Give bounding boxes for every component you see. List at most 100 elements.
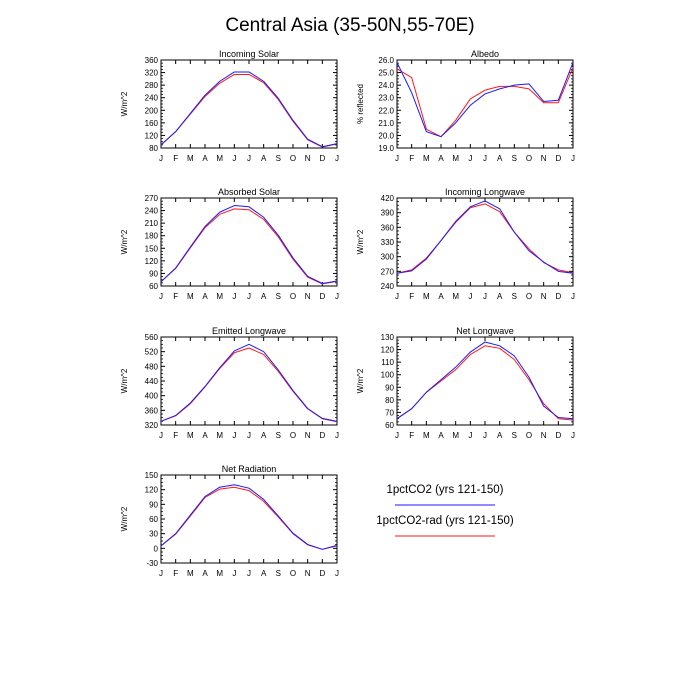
panel-incoming-solar: Incoming Solar W/m^2 80 120 160 200 240 280 320 3…: [120, 49, 339, 163]
y-tick-label: 25.0: [378, 69, 394, 78]
x-tick-label: J: [335, 569, 339, 578]
y-tick-label: 440: [145, 377, 159, 386]
y-tick-label: 270: [145, 194, 159, 203]
panel-title: Incoming Solar: [219, 49, 279, 59]
y-tick-label: 120: [381, 346, 395, 355]
y-tick-label: -30: [146, 559, 158, 568]
legend-label-1pctco2-rad: 1pctCO2-rad (yrs 121-150): [376, 515, 514, 527]
y-tick-label: 150: [145, 244, 159, 253]
y-tick-label: 420: [381, 194, 395, 203]
panel-title: Incoming Longwave: [445, 187, 525, 197]
y-tick-label: 240: [381, 282, 395, 291]
y-tick-label: 23.0: [378, 94, 394, 103]
x-tick-label: M: [216, 292, 223, 301]
panel-albedo: Albedo % reflected 19.0 20.0 21.0 22.0 23.0 24.…: [356, 49, 575, 163]
series-line-1pctco2: [160, 343, 338, 422]
series-line-1pctco2: [160, 71, 338, 148]
y-tick-label: 20.0: [378, 131, 394, 140]
x-tick-label: M: [187, 154, 194, 163]
x-tick-label: M: [216, 431, 223, 440]
x-tick-label: M: [452, 431, 459, 440]
y-axis-label: W/m^2: [356, 368, 365, 393]
series-line-1pctco2: [160, 484, 338, 550]
x-tick-label: A: [497, 154, 503, 163]
y-tick-label: 120: [145, 257, 159, 266]
x-tick-label: A: [202, 292, 208, 301]
y-tick-label: 520: [145, 348, 159, 357]
series-line-1pctco2: [396, 341, 574, 420]
x-tick-label: N: [305, 292, 311, 301]
x-tick-label: M: [423, 154, 430, 163]
x-tick-label: A: [261, 154, 267, 163]
x-tick-label: J: [232, 292, 236, 301]
series-line-1pctco2: [160, 205, 338, 284]
panel-frame: [396, 59, 574, 149]
y-tick-label: 320: [145, 69, 159, 78]
x-tick-label: F: [173, 292, 178, 301]
y-tick-label: 24.0: [378, 81, 394, 90]
y-tick-label: 330: [381, 238, 395, 247]
x-tick-label: S: [512, 292, 517, 301]
x-tick-label: J: [232, 431, 236, 440]
x-tick-label: S: [276, 292, 281, 301]
x-tick-label: A: [497, 431, 503, 440]
y-tick-label: 120: [145, 486, 159, 495]
x-tick-label: J: [395, 292, 399, 301]
y-tick-label: 100: [381, 371, 395, 380]
x-tick-label: N: [541, 154, 547, 163]
y-tick-label: 21.0: [378, 119, 394, 128]
y-tick-label: 110: [381, 358, 394, 367]
x-tick-label: J: [483, 431, 487, 440]
x-tick-label: N: [541, 292, 547, 301]
x-tick-label: F: [409, 154, 414, 163]
x-tick-label: D: [319, 431, 325, 440]
panel-title: Emitted Longwave: [212, 326, 286, 336]
panel-title: Net Radiation: [222, 464, 277, 474]
y-tick-label: 80: [149, 144, 158, 153]
x-tick-label: J: [571, 292, 575, 301]
x-tick-label: M: [423, 431, 430, 440]
x-tick-label: N: [305, 569, 311, 578]
x-tick-label: J: [247, 431, 251, 440]
y-tick-label: 90: [149, 269, 158, 278]
y-tick-label: 300: [381, 253, 395, 262]
series-line-1pctco2-rad: [396, 203, 574, 274]
panel-frame: [160, 197, 338, 287]
y-tick-label: 270: [381, 267, 395, 276]
y-axis-label: W/m^2: [120, 506, 129, 531]
x-tick-label: D: [555, 431, 561, 440]
x-tick-label: F: [173, 154, 178, 163]
x-tick-label: J: [159, 154, 163, 163]
x-tick-label: A: [261, 569, 267, 578]
x-tick-label: F: [173, 431, 178, 440]
series-line-1pctco2: [396, 62, 574, 138]
y-tick-label: 280: [145, 81, 159, 90]
x-tick-label: N: [541, 431, 547, 440]
series-line-1pctco2: [396, 200, 574, 274]
y-tick-label: 90: [149, 500, 158, 509]
panel-incoming-longwave: Incoming Longwave W/m^2 240 270 300 330 360 390…: [356, 187, 575, 301]
panel-frame: [396, 336, 574, 426]
y-tick-label: 360: [381, 223, 395, 232]
x-tick-label: J: [159, 569, 163, 578]
y-tick-label: 70: [385, 408, 394, 417]
x-tick-label: O: [290, 292, 296, 301]
legend: 1pctCO2 (yrs 121-150) 1pctCO2-rad (yrs 1…: [376, 484, 514, 537]
x-tick-label: M: [216, 154, 223, 163]
x-tick-label: D: [319, 569, 325, 578]
x-tick-label: J: [159, 292, 163, 301]
y-tick-label: 22.0: [378, 106, 394, 115]
y-tick-label: 80: [385, 396, 394, 405]
x-tick-label: O: [290, 154, 296, 163]
series-line-1pctco2-rad: [396, 67, 574, 138]
x-tick-label: J: [335, 431, 339, 440]
x-tick-label: F: [173, 569, 178, 578]
y-tick-label: 60: [149, 282, 158, 291]
y-tick-label: 400: [145, 392, 159, 401]
y-tick-label: 320: [145, 421, 159, 430]
x-tick-label: O: [290, 431, 296, 440]
y-tick-label: 200: [145, 106, 159, 115]
x-tick-label: A: [438, 431, 444, 440]
y-tick-label: 360: [145, 56, 159, 65]
